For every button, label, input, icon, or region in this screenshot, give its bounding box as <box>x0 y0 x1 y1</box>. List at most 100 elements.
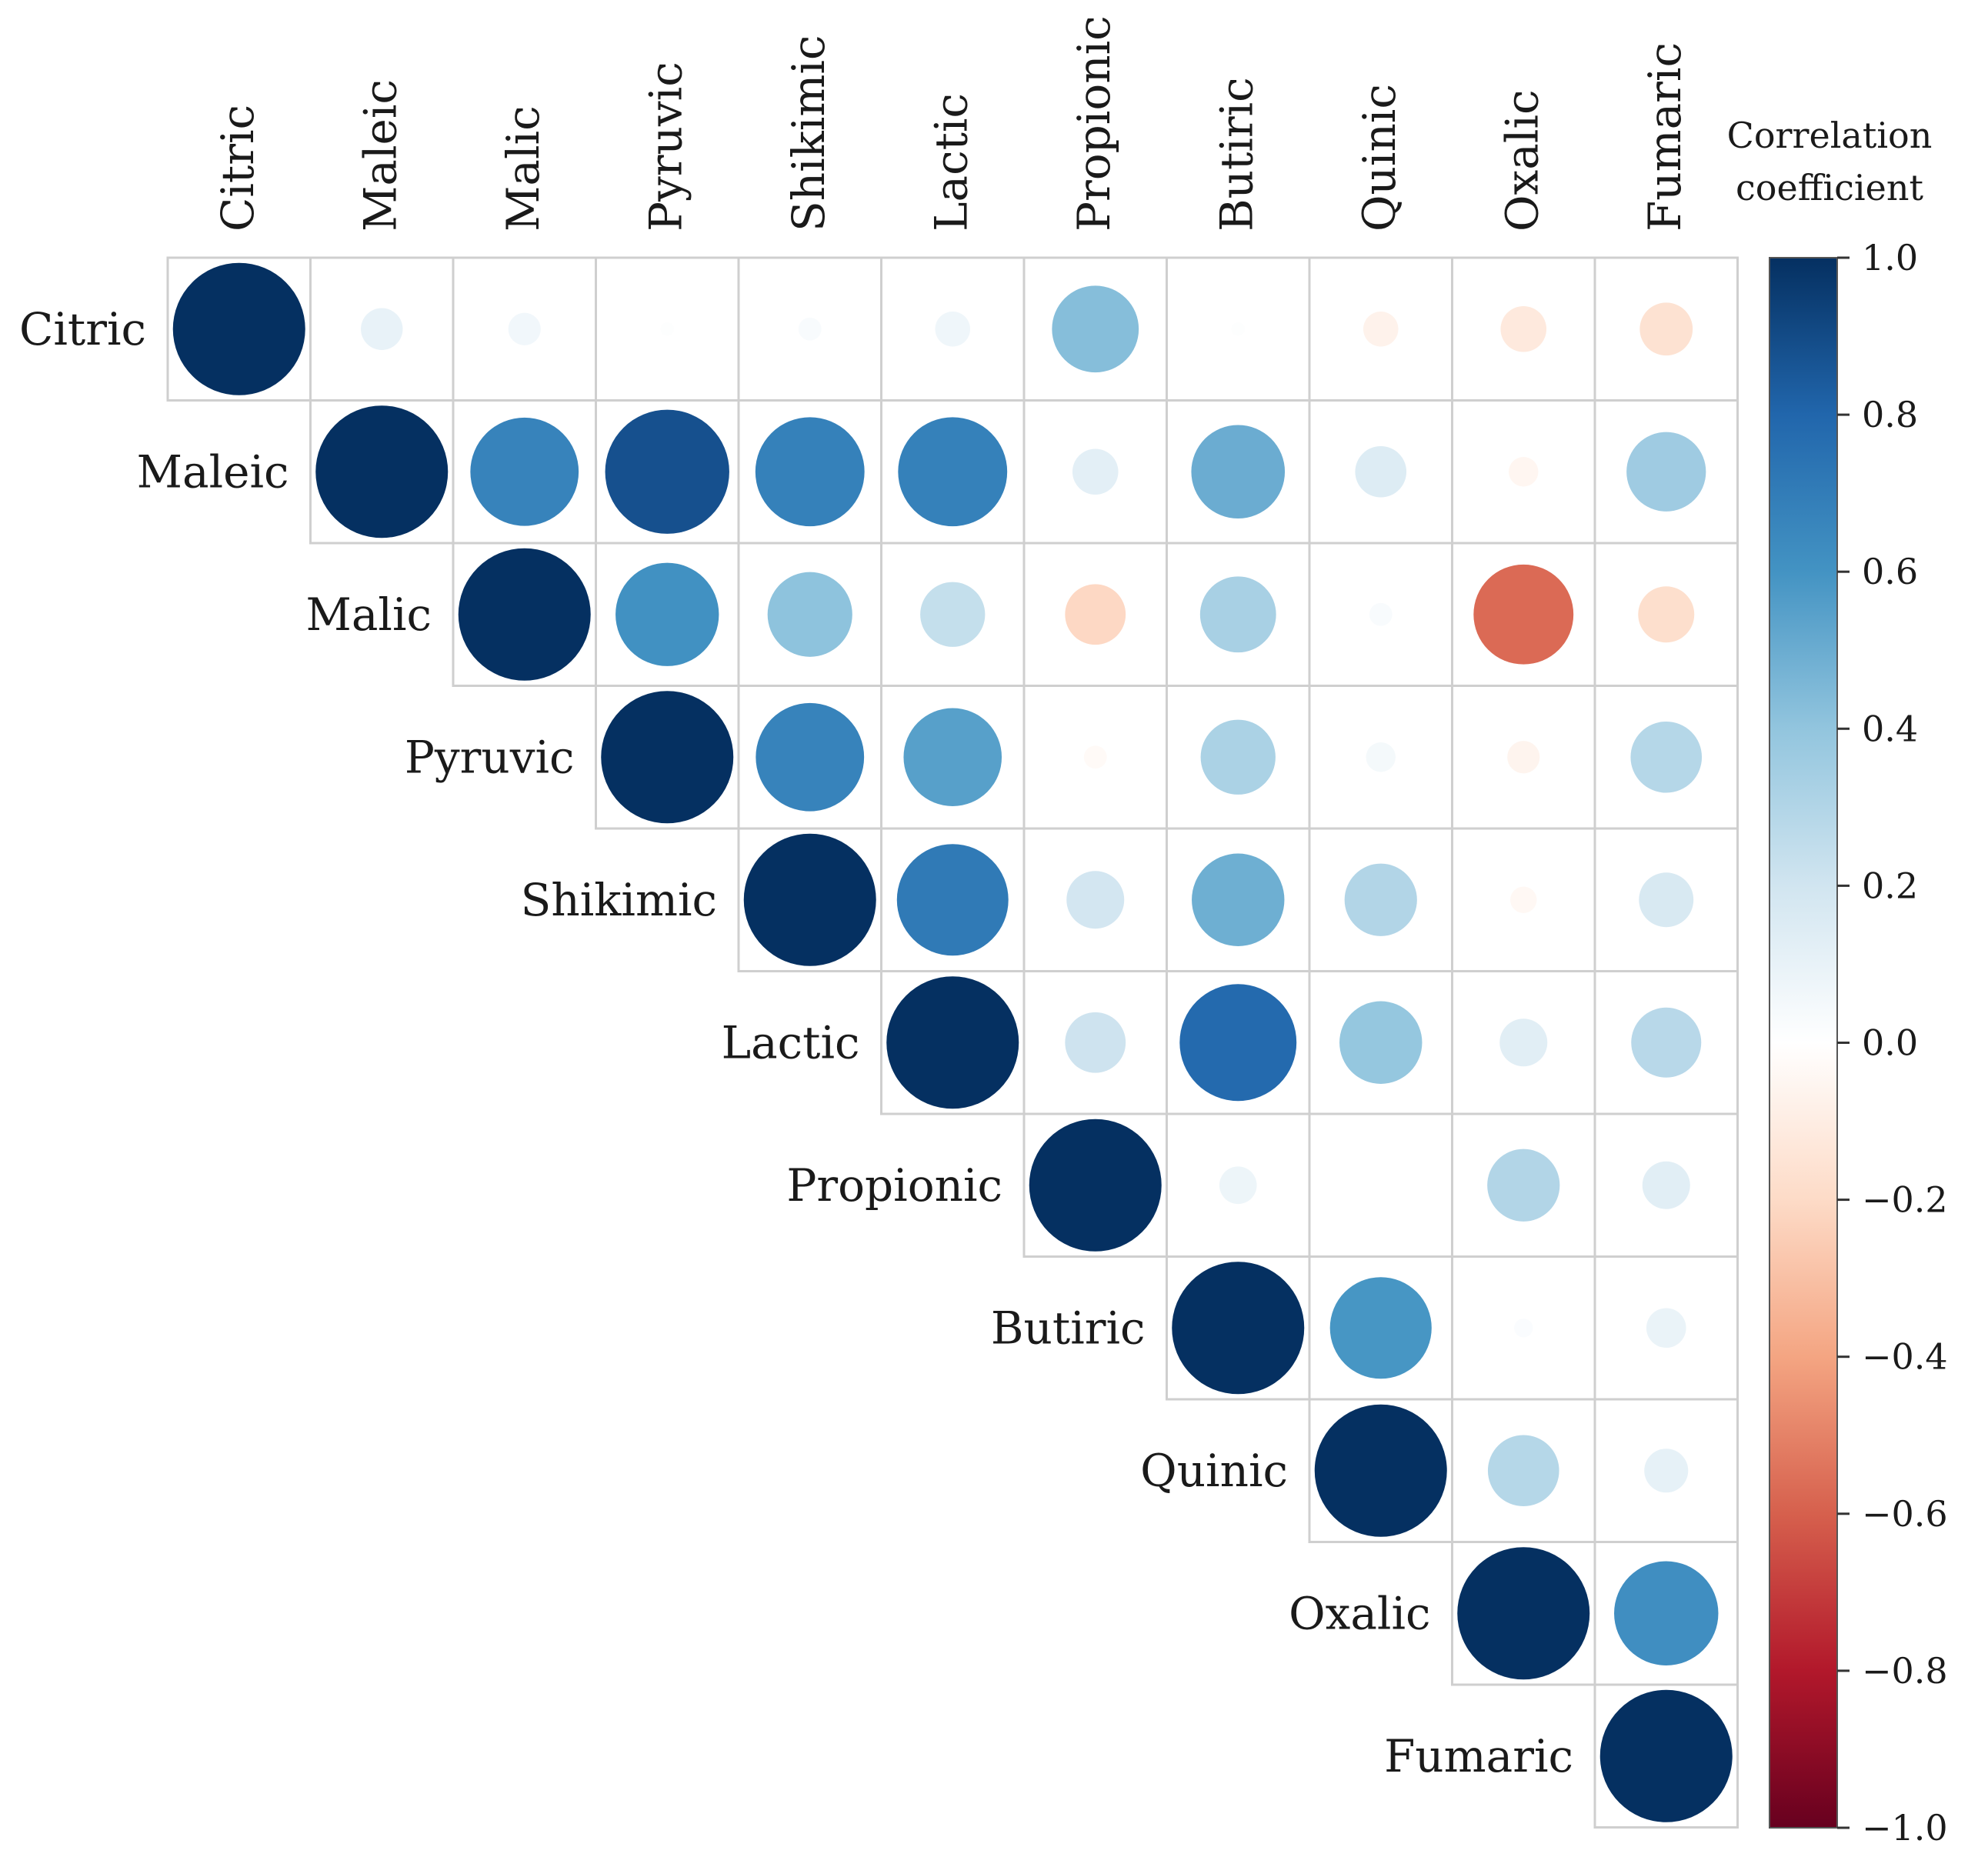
grid-cell <box>1308 1112 1453 1258</box>
corr-circle-butiric-oxalic <box>1514 1319 1533 1338</box>
row-label-propionic: Propionic <box>786 1159 1002 1212</box>
corr-circle-propionic-fumaric <box>1642 1161 1690 1209</box>
colorbar-tick-label: 0.8 <box>1862 394 1918 435</box>
corr-circle-citric-butiric <box>1231 322 1245 336</box>
corr-circle-oxalic-fumaric <box>1614 1561 1719 1665</box>
corr-circle-pyruvic-propionic <box>1083 745 1107 769</box>
corr-circle-citric-oxalic <box>1500 305 1547 352</box>
corr-circle-citric-maleic <box>361 308 403 350</box>
col-label-quinic: Quinic <box>1353 84 1406 232</box>
corr-circle-shikimic-propionic <box>1066 871 1125 929</box>
corr-circle-pyruvic-butiric <box>1200 719 1276 795</box>
corr-circle-malic-pyruvic <box>615 562 719 666</box>
row-label-malic: Malic <box>305 588 432 641</box>
corr-circle-maleic-shikimic <box>755 417 865 527</box>
corr-circle-citric-citric <box>172 262 305 395</box>
colorbar-tick-label: −1.0 <box>1862 1807 1948 1849</box>
row-label-shikimic: Shikimic <box>521 874 717 926</box>
corr-circle-propionic-butiric <box>1219 1166 1257 1205</box>
colorbar-tick-label: −0.8 <box>1862 1650 1948 1692</box>
corr-circle-maleic-quinic <box>1355 445 1407 498</box>
corr-circle-maleic-pyruvic <box>605 409 729 534</box>
corr-circle-lactic-propionic <box>1065 1012 1126 1073</box>
colorbar-tick-label: 0.0 <box>1862 1022 1918 1064</box>
colorbar-title-line2: coefficient <box>1736 167 1923 208</box>
corr-circle-citric-propionic <box>1052 285 1139 373</box>
colorbar-tick-label: −0.6 <box>1862 1493 1948 1535</box>
corr-circle-pyruvic-quinic <box>1366 742 1396 772</box>
col-label-shikimic: Shikimic <box>782 35 835 232</box>
corr-circle-citric-malic <box>508 312 541 345</box>
corr-circle-pyruvic-lactic <box>903 708 1002 807</box>
col-label-maleic: Maleic <box>354 79 406 232</box>
corr-circle-maleic-oxalic <box>1509 457 1539 487</box>
corr-circle-butiric-fumaric <box>1646 1308 1686 1349</box>
col-label-pyruvic: Pyruvic <box>639 62 692 232</box>
row-label-quinic: Quinic <box>1140 1445 1288 1497</box>
corr-circle-citric-quinic <box>1363 312 1399 347</box>
corr-circle-oxalic-oxalic <box>1457 1547 1590 1680</box>
col-label-oxalic: Oxalic <box>1496 90 1548 232</box>
corr-circle-butiric-butiric <box>1172 1262 1305 1395</box>
corr-circle-pyruvic-fumaric <box>1630 721 1703 793</box>
colorbar-title-line1: Correlation <box>1727 115 1933 156</box>
corr-circle-shikimic-quinic <box>1344 863 1417 936</box>
corr-circle-citric-shikimic <box>798 317 822 341</box>
row-label-pyruvic: Pyruvic <box>405 731 575 783</box>
corr-circle-propionic-oxalic <box>1487 1149 1560 1222</box>
col-label-propionic: Propionic <box>1068 15 1120 232</box>
col-label-citric: Citric <box>212 105 264 232</box>
corr-circle-maleic-maleic <box>315 405 449 538</box>
corr-circle-quinic-fumaric <box>1644 1449 1689 1493</box>
corr-circle-pyruvic-oxalic <box>1507 741 1540 774</box>
corr-circle-shikimic-fumaric <box>1639 872 1694 928</box>
corr-circle-malic-shikimic <box>767 572 852 657</box>
corr-circle-lactic-butiric <box>1179 984 1297 1102</box>
colorbar-tick-label: −0.2 <box>1862 1179 1948 1221</box>
colorbar-tick-label: 0.6 <box>1862 551 1918 592</box>
corr-circle-malic-malic <box>458 548 591 681</box>
corr-circle-malic-quinic <box>1369 602 1393 626</box>
col-label-butiric: Butiric <box>1210 77 1263 232</box>
corr-circle-citric-fumaric <box>1639 302 1693 356</box>
corr-circle-citric-lactic <box>935 312 970 347</box>
corr-circle-maleic-fumaric <box>1626 432 1706 512</box>
row-label-fumaric: Fumaric <box>1384 1730 1573 1782</box>
corr-circle-lactic-oxalic <box>1499 1019 1548 1067</box>
corr-circle-fumaric-fumaric <box>1599 1689 1733 1822</box>
row-label-citric: Citric <box>19 303 146 355</box>
corr-circle-propionic-propionic <box>1029 1119 1162 1252</box>
corr-circle-shikimic-butiric <box>1192 853 1285 946</box>
corr-circle-maleic-propionic <box>1072 448 1119 495</box>
corr-circle-malic-oxalic <box>1473 564 1574 665</box>
corr-circle-pyruvic-shikimic <box>756 702 865 812</box>
col-label-malic: Malic <box>497 105 549 232</box>
corr-circle-lactic-lactic <box>886 976 1019 1109</box>
row-labels: Citric Maleic Malic Pyruvic Shikimic Lactic Pr… <box>19 303 1573 1782</box>
colorbar-tick-label: 0.4 <box>1862 708 1918 749</box>
corr-circle-butiric-quinic <box>1329 1277 1432 1379</box>
colorbar-gradient <box>1769 257 1838 1829</box>
corr-circle-malic-lactic <box>920 582 986 647</box>
corr-circle-malic-propionic <box>1065 584 1126 645</box>
corr-circle-maleic-lactic <box>898 417 1008 527</box>
col-label-fumaric: Fumaric <box>1639 42 1691 232</box>
row-label-lactic: Lactic <box>722 1016 860 1069</box>
corr-circle-quinic-quinic <box>1314 1404 1447 1537</box>
corr-circle-maleic-malic <box>470 417 579 526</box>
row-label-butiric: Butiric <box>991 1302 1146 1354</box>
column-labels: Citric Maleic Malic Pyruvic Shikimic Lactic Pr… <box>212 15 1691 232</box>
colorbar: Correlation coefficient 1.0 0.8 0.6 0.4 0.2 0… <box>1727 115 1948 1849</box>
corr-circle-pyruvic-pyruvic <box>601 691 734 824</box>
corr-circle-quinic-oxalic <box>1487 1435 1559 1507</box>
corr-circle-lactic-fumaric <box>1631 1007 1702 1078</box>
colorbar-tick-label: 0.2 <box>1862 865 1918 906</box>
corr-circle-maleic-butiric <box>1191 425 1286 519</box>
grid-cell <box>1166 256 1311 402</box>
row-label-oxalic: Oxalic <box>1289 1587 1430 1639</box>
circle-layer <box>172 262 1733 1822</box>
corr-circle-lactic-quinic <box>1339 1001 1423 1084</box>
col-label-lactic: Lactic <box>925 93 977 232</box>
